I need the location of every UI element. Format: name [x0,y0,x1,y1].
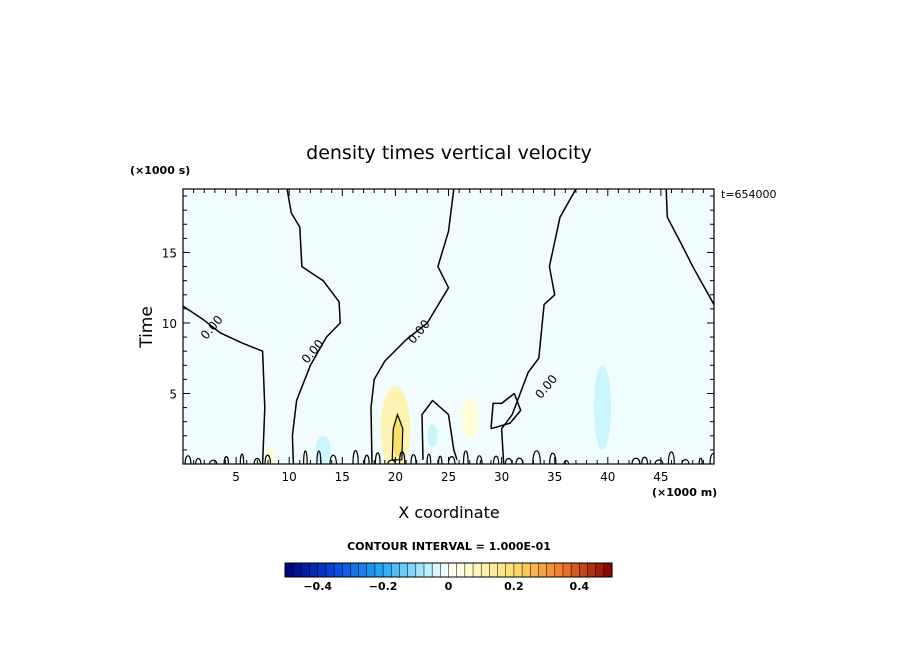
colorbar-cell [538,562,548,578]
colorbar-cell [513,562,523,578]
axis-ticks: 5 10 15 20 25 30 35 40 45 5 10 15 [162,189,714,484]
zero-contour-line [183,305,266,464]
colorbar-cell [521,562,531,578]
x-tick-label: 5 [232,470,240,484]
colorbar-cell [341,562,351,578]
colorbar-tick-label: −0.2 [369,580,398,593]
colorbar-cell [366,562,376,578]
colorbar-tick-label: 0.2 [504,580,524,593]
surface-contour-cluster [184,450,714,464]
colorbar-cell [440,562,450,578]
colorbar-cell [301,562,311,578]
chart-title: density times vertical velocity [306,142,592,164]
x-axis-label: X coordinate [398,503,499,522]
colorbar-tick-label: −0.4 [303,580,332,593]
colorbar-frame [284,562,613,578]
colorbar-cell [554,562,564,578]
zero-contour-line [421,399,458,461]
colorbar-cell [350,562,360,578]
colorbar-cell [415,562,425,578]
colorbar-cell [587,562,597,578]
colorbar-cell [399,562,409,578]
x-tick-label: 30 [494,470,509,484]
colorbar-cell [546,562,556,578]
y-axis-label: Time [137,306,157,349]
x-tick-label: 25 [441,470,456,484]
colorbar-cell [480,562,490,578]
shaded-region [593,365,611,450]
y-tick-label: 15 [162,246,177,260]
colorbar-cell [325,562,335,578]
shaded-region [427,424,438,448]
colorbar-cell [603,562,613,578]
zero-contour-line [500,189,577,464]
x-tick-label: 45 [653,470,668,484]
colorbar-cell [579,562,589,578]
zero-contour-line [286,189,341,464]
contour-interval-text: CONTOUR INTERVAL = 1.000E-01 [347,540,551,553]
colorbar-cell [423,562,433,578]
y-unit-label: (×1000 s) [130,164,190,177]
x-tick-label: 40 [600,470,615,484]
colorbar-cell [382,562,392,578]
x-tick-label: 10 [282,470,297,484]
colorbar-cell [530,562,539,578]
colorbar-cell [448,562,458,578]
colorbar-tick-label: 0.4 [570,580,590,593]
x-tick-label: 35 [547,470,562,484]
colorbar-cell [284,562,294,578]
shaded-region [315,435,331,464]
colorbar-cell [333,562,343,578]
shaded-region [461,397,479,438]
time-stamp: t=654000 [721,188,777,201]
colorbar-tick-label: 0 [445,580,453,593]
zero-contour-line [370,189,455,464]
colorbar-cell [489,562,499,578]
colorbar-cell [374,562,384,578]
colorbar-cell [464,562,474,578]
x-unit-label: (×1000 m) [652,486,717,499]
shaded-region [264,447,276,464]
shaded-region [392,414,403,457]
zero-contour-line [490,392,522,430]
x-tick-label: 15 [335,470,350,484]
x-tick-label: 20 [388,470,403,484]
contour-layer [183,189,714,464]
colorbar-cell [317,562,327,578]
colorbar-cell [562,562,572,578]
colorbar-cell [595,562,605,578]
colorbar-cell [358,562,368,578]
colorbar-cell [472,562,482,578]
colorbar-cell [505,562,515,578]
colorbar-cell [391,562,400,578]
y-tick-label: 10 [162,317,177,331]
colorbar-cell [497,562,507,578]
colorbar-cell [456,562,466,578]
colorbar-cell [570,562,580,578]
y-tick-label: 5 [169,387,177,401]
near-surface-contours [184,450,714,464]
colorbar-cell [407,562,417,578]
colorbar-cell [292,562,302,578]
zero-contour-line [665,189,714,305]
colorbar-cell [309,562,319,578]
colorbar: −0.4 −0.2 0 0.2 0.4 [284,562,613,593]
colorbar-cell [431,562,441,578]
